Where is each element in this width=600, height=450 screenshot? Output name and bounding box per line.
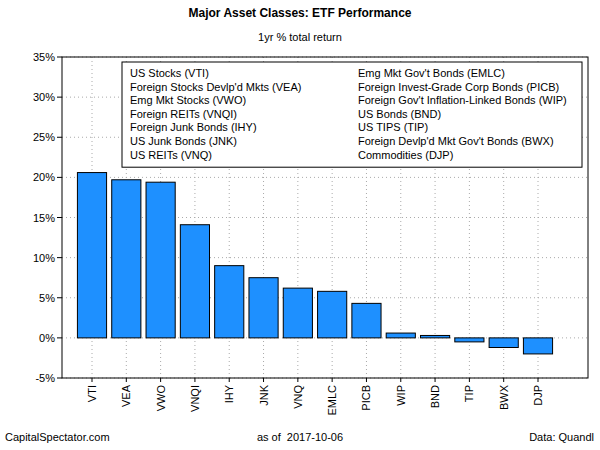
x-tick-label: VWO [155, 385, 167, 412]
y-tick [57, 97, 62, 98]
x-axis: VTI VEA VWO VNQI IHY JNK VNQ EMLC PICB WIP BND TIP B… [86, 378, 544, 416]
x-tick-label: VTI [86, 385, 98, 402]
x-tick-label: DJP [532, 385, 544, 406]
y-tick [57, 177, 62, 178]
x-tick [194, 378, 195, 382]
y-tick [57, 337, 62, 338]
x-tick-label: VNQI [189, 385, 201, 412]
y-tick-label: 25% [33, 131, 55, 143]
y-tick-label: -5% [35, 372, 55, 384]
x-tick-label: IHY [223, 384, 235, 403]
annotation-box: US Stocks (VTI) Foreign Stocks Devlp'd Mk… [122, 62, 582, 167]
annotation-text: Foreign REITs (VNQI) [130, 108, 237, 120]
y-grid-line [62, 177, 588, 178]
x-tick-label: VEA [120, 384, 132, 407]
y-tick [57, 137, 62, 138]
annotation-text: US Junk Bonds (JNK) [130, 135, 237, 147]
x-tick [435, 378, 436, 382]
bar [146, 182, 175, 338]
y-tick [57, 378, 62, 379]
x-tick [126, 378, 127, 382]
background [0, 0, 600, 450]
x-tick [160, 378, 161, 382]
x-tick-label: JNK [258, 384, 270, 405]
x-tick-label: EMLC [326, 385, 338, 416]
bar [112, 180, 141, 338]
annotation-text: Foreign Gov't Inflation-Linked Bonds (WI… [358, 94, 567, 106]
annotation-text: Foreign Junk Bonds (IHY) [130, 121, 257, 133]
y-tick-label: 15% [33, 212, 55, 224]
annotation-text: US TIPS (TIP) [358, 121, 428, 133]
x-tick-label: BWX [498, 384, 510, 410]
y-tick-label: 35% [33, 51, 55, 63]
x-tick-label: TIP [463, 385, 475, 402]
annotation-text: Commodities (DJP) [358, 149, 453, 161]
x-tick-label: BND [429, 385, 441, 408]
annotation-text: US Stocks (VTI) [130, 67, 209, 79]
footer-text: CapitalSpectator.com [5, 431, 110, 443]
x-tick [469, 378, 470, 382]
x-tick-label: PICB [360, 385, 372, 411]
bar [489, 338, 518, 348]
bar [420, 335, 449, 337]
annotation-text: Emg Mkt Gov't Bonds (EMLC) [358, 67, 505, 79]
y-tick [57, 257, 62, 258]
y-tick-label: 10% [33, 252, 55, 264]
annotation-text: US Bonds (BND) [358, 108, 441, 120]
bar [523, 338, 552, 354]
x-tick [263, 378, 264, 382]
x-tick [297, 378, 298, 382]
bar [352, 303, 381, 338]
annotation-frame [122, 62, 582, 167]
y-tick-label: 0% [39, 332, 55, 344]
title: Major Asset Classes: ETF Performance [189, 6, 412, 20]
x-tick [229, 378, 230, 382]
bar [386, 333, 415, 338]
annotation-text: Foreign Stocks Devlp'd Mkts (VEA) [130, 81, 301, 93]
annotation-text: Foreign Invest-Grade Corp Bonds (PICB) [358, 81, 559, 93]
x-tick [332, 378, 333, 382]
bar [180, 225, 209, 338]
bar [249, 278, 278, 338]
annotation-text: Emg Mkt Stocks (VWO) [130, 94, 246, 106]
x-tick-label: VNQ [292, 385, 304, 409]
x-tick [366, 378, 367, 382]
subtitle: 1yr % total return [258, 31, 342, 43]
bar [318, 291, 347, 338]
y-tick-label: 5% [39, 292, 55, 304]
chart: Major Asset Classes: ETF Performance 1yr … [0, 0, 600, 450]
x-tick [538, 378, 539, 382]
annotation-text: US REITs (VNQ) [130, 149, 212, 161]
grid [62, 57, 588, 378]
y-tick [57, 217, 62, 218]
bar [283, 288, 312, 338]
y-tick-label: 20% [33, 171, 55, 183]
y-tick [57, 57, 62, 58]
plot-frame [62, 57, 588, 378]
y-axis: -5% 0% 5% 10% 15% 20% 25% 30% 35% [33, 51, 62, 384]
x-tick-label: WIP [395, 385, 407, 406]
y-tick [57, 297, 62, 298]
x-tick [92, 378, 93, 382]
bar [77, 173, 106, 338]
bars [77, 173, 552, 354]
y-tick-label: 30% [33, 91, 55, 103]
x-tick [400, 378, 401, 382]
bar [215, 266, 244, 338]
footer-text: Data: Quandl [529, 431, 594, 443]
footer-text: as of 2017-10-06 [257, 431, 343, 443]
annotation-text: Foreign Devlp'd Mkt Gov't Bonds (BWX) [358, 135, 554, 147]
bar [455, 338, 484, 342]
x-tick [503, 378, 504, 382]
